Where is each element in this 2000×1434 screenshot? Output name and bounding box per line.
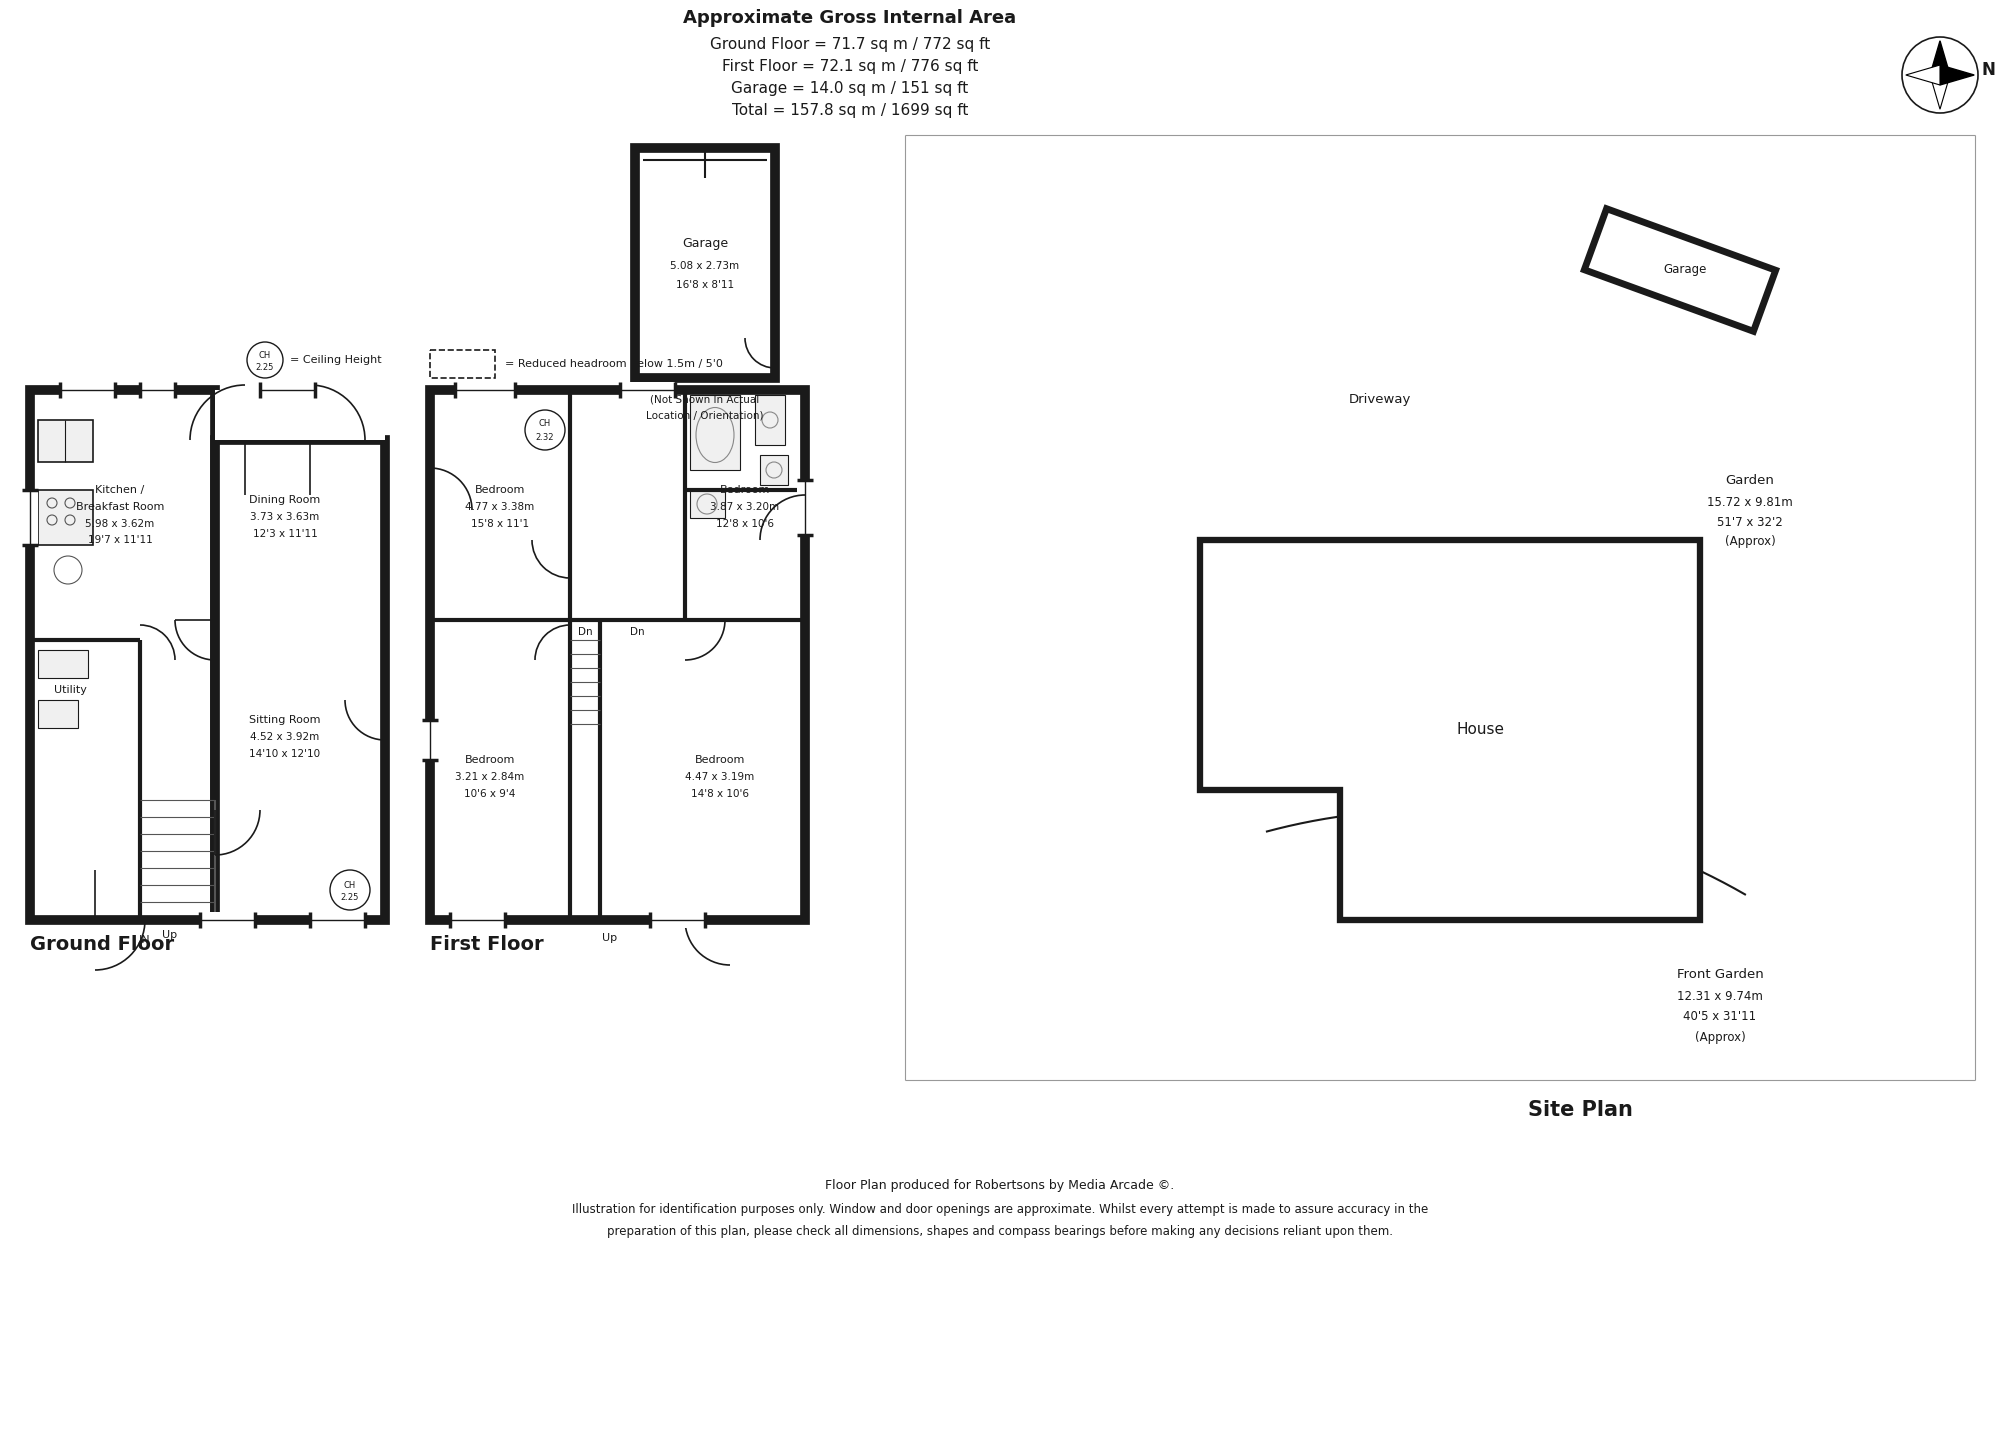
Text: 4.47 x 3.19m: 4.47 x 3.19m — [686, 771, 754, 782]
Text: House: House — [1456, 723, 1504, 737]
Text: Bedroom: Bedroom — [474, 485, 526, 495]
Bar — [38, 650, 88, 678]
Text: Ground Floor = 71.7 sq m / 772 sq ft: Ground Floor = 71.7 sq m / 772 sq ft — [710, 36, 990, 52]
Bar — [422, 720, 438, 760]
Text: Dn: Dn — [630, 627, 644, 637]
Text: Approximate Gross Internal Area: Approximate Gross Internal Area — [684, 9, 1016, 27]
Text: Ground Floor: Ground Floor — [30, 935, 174, 955]
Text: 3.87 x 3.20m: 3.87 x 3.20m — [710, 502, 780, 512]
Polygon shape — [1940, 65, 1974, 85]
Text: 15'8 x 11'1: 15'8 x 11'1 — [470, 519, 530, 529]
Text: Floor Plan produced for Robertsons by Media Arcade ©.: Floor Plan produced for Robertsons by Me… — [826, 1179, 1174, 1192]
Bar — [450, 912, 504, 928]
Text: 2.25: 2.25 — [340, 893, 360, 902]
Bar — [30, 390, 216, 921]
Bar — [216, 440, 384, 921]
Bar — [38, 490, 92, 545]
Text: Dn: Dn — [578, 627, 592, 637]
Text: 12'3 x 11'11: 12'3 x 11'11 — [252, 529, 318, 539]
Text: First Floor = 72.1 sq m / 776 sq ft: First Floor = 72.1 sq m / 776 sq ft — [722, 59, 978, 73]
Text: N: N — [1982, 62, 1994, 79]
Bar — [456, 381, 516, 399]
Text: 2.32: 2.32 — [536, 433, 554, 442]
Text: Garage = 14.0 sq m / 151 sq ft: Garage = 14.0 sq m / 151 sq ft — [732, 80, 968, 96]
Polygon shape — [1906, 65, 1940, 85]
Text: 14'10 x 12'10: 14'10 x 12'10 — [250, 749, 320, 759]
Text: Up: Up — [602, 934, 618, 944]
Text: 12.31 x 9.74m: 12.31 x 9.74m — [1678, 991, 1762, 1004]
Bar — [796, 480, 812, 535]
Bar — [216, 390, 384, 440]
Bar — [60, 381, 116, 399]
Bar — [636, 148, 776, 379]
Text: 4.52 x 3.92m: 4.52 x 3.92m — [250, 731, 320, 741]
Text: Sitting Room: Sitting Room — [250, 716, 320, 726]
Text: 5.98 x 3.62m: 5.98 x 3.62m — [86, 519, 154, 529]
Text: 3.21 x 2.84m: 3.21 x 2.84m — [456, 771, 524, 782]
Text: CH: CH — [344, 880, 356, 889]
Bar — [260, 381, 316, 399]
Text: Dining Room: Dining Room — [250, 495, 320, 505]
Text: 40'5 x 31'11: 40'5 x 31'11 — [1684, 1011, 1756, 1024]
Bar — [310, 912, 364, 928]
Text: (Approx): (Approx) — [1724, 535, 1776, 548]
Polygon shape — [1584, 209, 1776, 331]
Polygon shape — [1930, 40, 1950, 75]
Bar — [650, 912, 704, 928]
Text: (Not Shown In Actual: (Not Shown In Actual — [650, 394, 760, 404]
Bar — [22, 490, 38, 545]
Text: Bedroom: Bedroom — [694, 754, 746, 764]
Bar — [140, 381, 176, 399]
Text: 14'8 x 10'6: 14'8 x 10'6 — [692, 789, 748, 799]
Bar — [430, 350, 496, 379]
Text: Bedroom: Bedroom — [720, 485, 770, 495]
Text: (Approx): (Approx) — [1694, 1031, 1746, 1044]
Text: Driveway: Driveway — [1348, 393, 1412, 406]
Text: Front Garden: Front Garden — [1676, 968, 1764, 981]
Text: First Floor: First Floor — [430, 935, 544, 955]
Bar — [38, 700, 78, 728]
Bar — [430, 390, 804, 921]
Bar — [200, 912, 256, 928]
Text: Kitchen /: Kitchen / — [96, 485, 144, 495]
Text: Utility: Utility — [54, 685, 86, 695]
Bar — [690, 394, 740, 470]
Text: 4.77 x 3.38m: 4.77 x 3.38m — [466, 502, 534, 512]
Bar — [760, 455, 788, 485]
Text: CH: CH — [538, 420, 552, 429]
Text: 16'8 x 8'11: 16'8 x 8'11 — [676, 280, 734, 290]
Bar — [690, 490, 724, 518]
Text: Bedroom: Bedroom — [464, 754, 516, 764]
Text: 3.73 x 3.63m: 3.73 x 3.63m — [250, 512, 320, 522]
Text: = Reduced headroom below 1.5m / 5'0: = Reduced headroom below 1.5m / 5'0 — [504, 358, 722, 369]
Polygon shape — [1200, 541, 1700, 921]
Text: 10'6 x 9'4: 10'6 x 9'4 — [464, 789, 516, 799]
Text: Garage: Garage — [682, 237, 728, 250]
Text: 12'8 x 10'6: 12'8 x 10'6 — [716, 519, 774, 529]
Text: Garden: Garden — [1726, 473, 1774, 486]
Text: Illustration for identification purposes only. Window and door openings are appr: Illustration for identification purposes… — [572, 1203, 1428, 1216]
Text: Site Plan: Site Plan — [1528, 1100, 1632, 1120]
Bar — [756, 394, 784, 445]
Text: CH: CH — [258, 350, 272, 360]
Bar — [620, 381, 676, 399]
Text: Up: Up — [162, 931, 178, 941]
Text: = Ceiling Height: = Ceiling Height — [290, 356, 382, 366]
Text: 5.08 x 2.73m: 5.08 x 2.73m — [670, 261, 740, 271]
Text: preparation of this plan, please check all dimensions, shapes and compass bearin: preparation of this plan, please check a… — [608, 1226, 1392, 1239]
Text: Location / Orientation): Location / Orientation) — [646, 412, 764, 422]
Bar — [38, 420, 92, 462]
Text: Garage: Garage — [1664, 264, 1706, 277]
Text: 15.72 x 9.81m: 15.72 x 9.81m — [1708, 496, 1792, 509]
Text: Total = 157.8 sq m / 1699 sq ft: Total = 157.8 sq m / 1699 sq ft — [732, 102, 968, 118]
Text: Breakfast Room: Breakfast Room — [76, 502, 164, 512]
Polygon shape — [1930, 75, 1950, 109]
Text: 19'7 x 11'11: 19'7 x 11'11 — [88, 535, 152, 545]
Text: 51'7 x 32'2: 51'7 x 32'2 — [1718, 515, 1782, 529]
Text: IN: IN — [140, 935, 150, 945]
Text: 2.25: 2.25 — [256, 363, 274, 371]
